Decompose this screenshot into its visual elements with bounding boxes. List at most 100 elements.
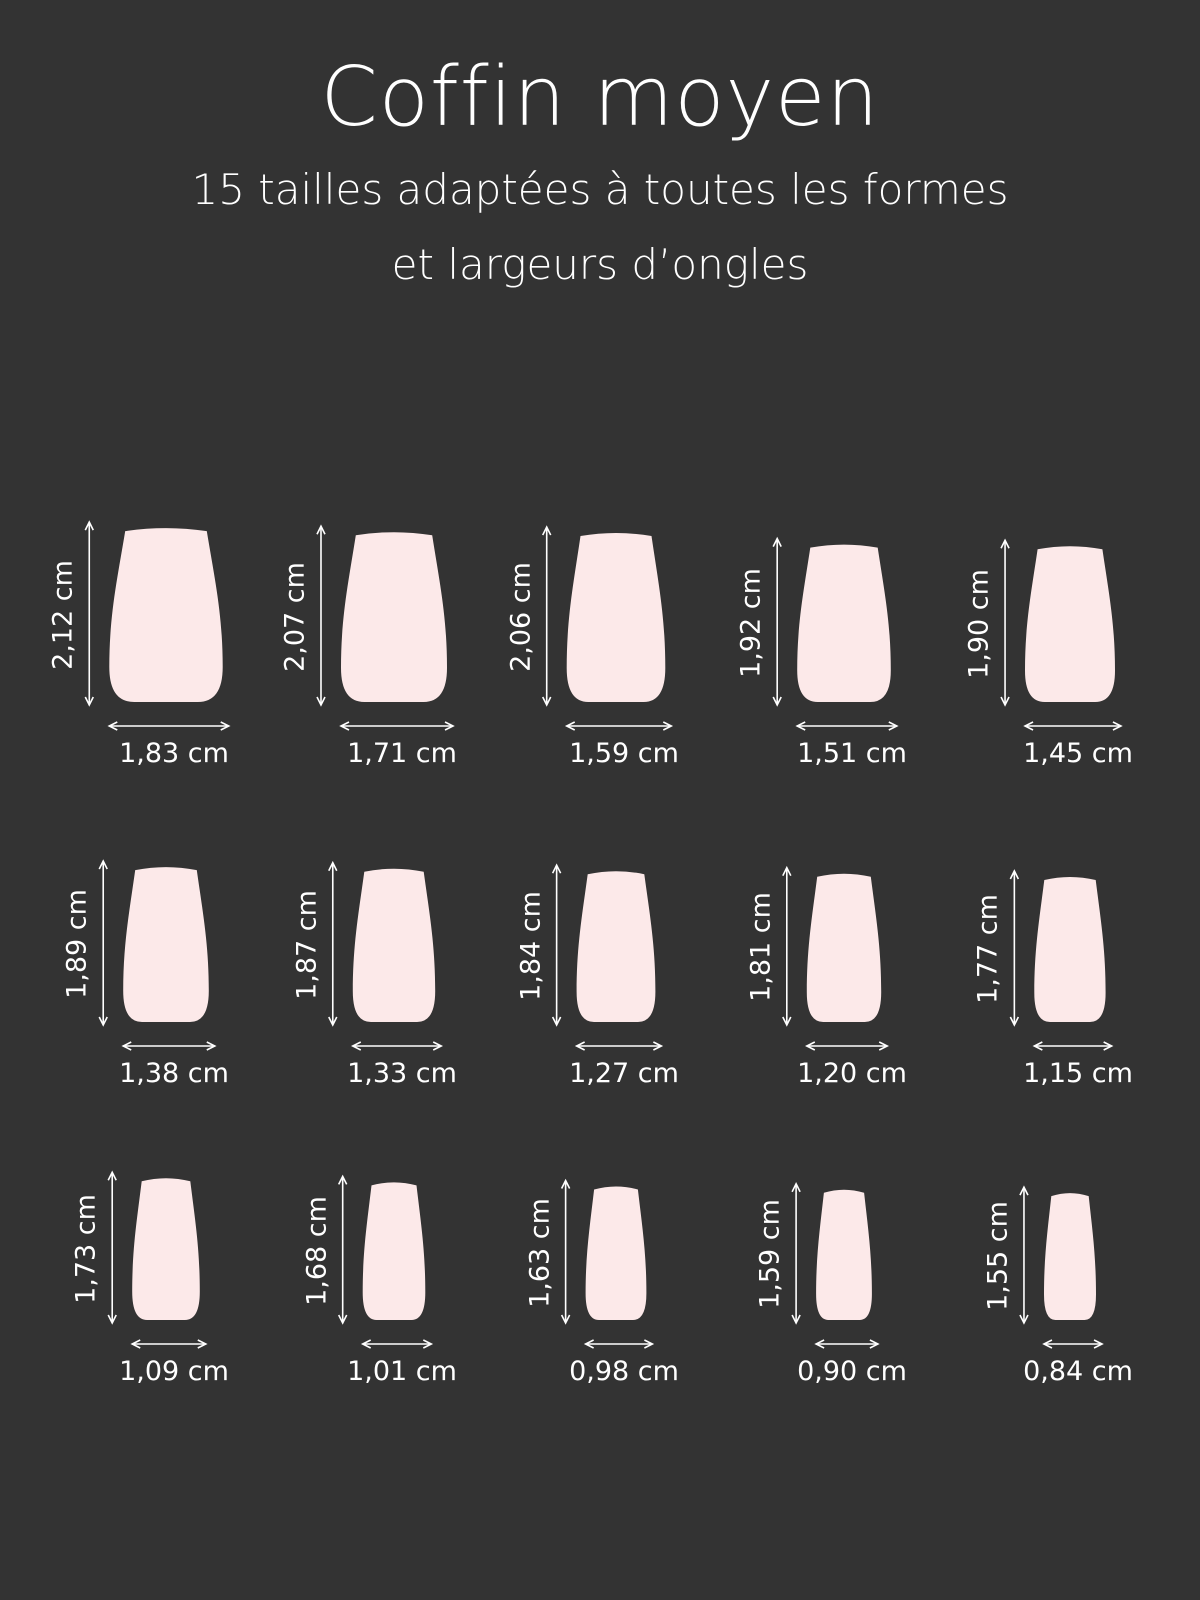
- arrow-head-up-icon: [328, 860, 338, 872]
- nail-shape: [123, 867, 209, 1022]
- arrow-head-down-icon: [772, 696, 782, 707]
- width-label: 0,90 cm: [797, 1356, 907, 1387]
- nail-shape: [341, 532, 447, 702]
- nail-shape: [362, 1182, 426, 1320]
- arrow-head-left-icon: [814, 1339, 825, 1349]
- arrow-head-down-icon: [84, 696, 94, 707]
- arrow-head-up-icon: [337, 1174, 348, 1185]
- arrow-head-left-icon: [107, 721, 118, 731]
- nail-shape: [816, 1189, 872, 1320]
- nail-shape: [576, 871, 656, 1022]
- nail-shape: [797, 544, 891, 702]
- arrow-head-right-icon: [1112, 721, 1123, 731]
- width-label: 1,71 cm: [347, 738, 457, 769]
- arrow-head-left-icon: [1032, 1041, 1043, 1051]
- arrow-head-down-icon: [791, 1314, 801, 1325]
- arrow-head-up-icon: [98, 859, 108, 870]
- nail-shape: [566, 533, 666, 702]
- arrow-head-right-icon: [653, 1041, 664, 1051]
- arrow-head-up-icon: [84, 520, 94, 531]
- arrow-head-down-icon: [316, 696, 326, 707]
- width-label: 1,45 cm: [1023, 738, 1133, 769]
- arrow-head-down-icon: [1009, 1016, 1020, 1027]
- arrow-head-down-icon: [107, 1314, 117, 1325]
- arrow-head-down-icon: [98, 1016, 108, 1027]
- arrow-head-down-icon: [541, 696, 552, 707]
- arrow-head-up-icon: [791, 1182, 801, 1193]
- arrow-head-right-icon: [869, 1339, 880, 1349]
- arrow-head-down-icon: [1019, 1314, 1029, 1325]
- width-label: 1,33 cm: [347, 1058, 457, 1089]
- nail-shape: [1034, 877, 1106, 1022]
- arrow-head-right-icon: [1103, 1041, 1114, 1051]
- arrow-head-left-icon: [795, 721, 806, 731]
- arrow-head-left-icon: [1023, 721, 1034, 731]
- arrow-head-left-icon: [805, 1041, 816, 1051]
- width-label: 1,51 cm: [797, 738, 907, 769]
- arrow-head-down-icon: [782, 1016, 792, 1027]
- nail-shape: [132, 1178, 200, 1320]
- subtitle-line-1: 15 tailles adaptées à toutes les formes: [191, 165, 1009, 214]
- arrow-head-right-icon: [444, 721, 455, 731]
- arrow-head-down-icon: [551, 1016, 562, 1027]
- arrow-head-up-icon: [551, 863, 562, 874]
- width-label: 1,27 cm: [569, 1058, 679, 1089]
- arrow-head-right-icon: [220, 721, 231, 731]
- arrow-head-down-icon: [560, 1314, 571, 1325]
- arrow-head-left-icon: [574, 1041, 585, 1051]
- arrow-head-left-icon: [360, 1339, 372, 1349]
- arrow-head-right-icon: [422, 1339, 434, 1349]
- nail-shape: [1044, 1193, 1096, 1320]
- arrow-head-up-icon: [107, 1170, 117, 1181]
- width-label: 1,20 cm: [797, 1058, 907, 1089]
- arrow-head-left-icon: [350, 1041, 362, 1051]
- page-title: Coffin moyen: [320, 50, 880, 145]
- length-label: 1,55 cm: [982, 1201, 1014, 1311]
- width-label: 1,09 cm: [119, 1356, 229, 1387]
- arrow-head-right-icon: [432, 1041, 444, 1051]
- arrow-head-up-icon: [782, 865, 792, 877]
- width-label: 1,38 cm: [119, 1058, 229, 1089]
- arrow-head-right-icon: [197, 1339, 208, 1349]
- arrow-head-left-icon: [130, 1339, 141, 1349]
- arrow-head-right-icon: [888, 721, 899, 731]
- arrow-head-right-icon: [206, 1041, 217, 1051]
- nail-shape: [109, 528, 223, 702]
- nail-shape: [585, 1186, 647, 1320]
- arrow-head-right-icon: [1093, 1339, 1104, 1349]
- arrow-head-down-icon: [1000, 696, 1010, 707]
- arrow-head-right-icon: [644, 1339, 655, 1349]
- arrow-head-left-icon: [339, 721, 350, 731]
- subtitle-line-2: et largeurs d’ongles: [391, 240, 809, 289]
- width-label: 0,84 cm: [1023, 1356, 1133, 1387]
- arrow-head-up-icon: [772, 536, 782, 547]
- width-label: 1,83 cm: [119, 738, 229, 769]
- arrow-head-left-icon: [583, 1339, 594, 1349]
- nail-shape: [806, 873, 882, 1022]
- arrow-head-up-icon: [1019, 1185, 1029, 1196]
- width-label: 1,15 cm: [1023, 1058, 1133, 1089]
- arrow-head-down-icon: [337, 1314, 348, 1325]
- width-label: 0,98 cm: [569, 1356, 679, 1387]
- arrow-head-up-icon: [560, 1178, 571, 1189]
- arrow-head-up-icon: [1000, 538, 1010, 549]
- nail-shape: [1025, 546, 1115, 702]
- arrow-head-left-icon: [121, 1041, 132, 1051]
- arrow-head-up-icon: [1009, 869, 1020, 880]
- nail-shape: [352, 868, 436, 1022]
- arrow-head-left-icon: [1042, 1339, 1053, 1349]
